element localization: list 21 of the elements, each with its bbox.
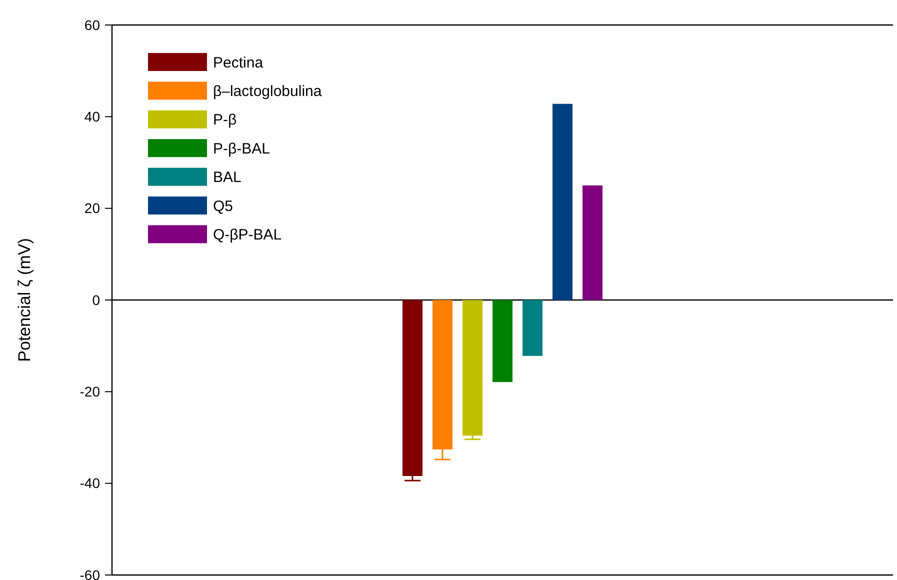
bar bbox=[522, 300, 542, 356]
y-tick-label: 20 bbox=[84, 200, 100, 216]
legend-label: Q-βP-BAL bbox=[213, 226, 282, 244]
y-tick-label: -40 bbox=[80, 475, 100, 492]
legend-label: Q5 bbox=[213, 198, 234, 215]
bar bbox=[492, 300, 512, 382]
y-tick-label: 40 bbox=[84, 108, 100, 125]
y-tick-label: -20 bbox=[80, 384, 100, 400]
bar bbox=[582, 185, 602, 300]
y-tick-label: 60 bbox=[84, 16, 100, 33]
legend-label: P-β-BAL bbox=[213, 140, 270, 158]
y-tick-label: 0 bbox=[92, 292, 100, 308]
bar bbox=[462, 300, 482, 436]
legend-label: Pectina bbox=[213, 54, 264, 72]
bar bbox=[552, 104, 572, 300]
y-axis-title: Potencial ζ (mV) bbox=[15, 238, 34, 362]
legend-label: P-β bbox=[213, 112, 237, 129]
bar bbox=[402, 300, 422, 476]
legend-label: β–lactoglobulina bbox=[213, 82, 322, 100]
y-tick-label: -60 bbox=[80, 566, 100, 580]
legend-label: BAL bbox=[213, 169, 242, 186]
